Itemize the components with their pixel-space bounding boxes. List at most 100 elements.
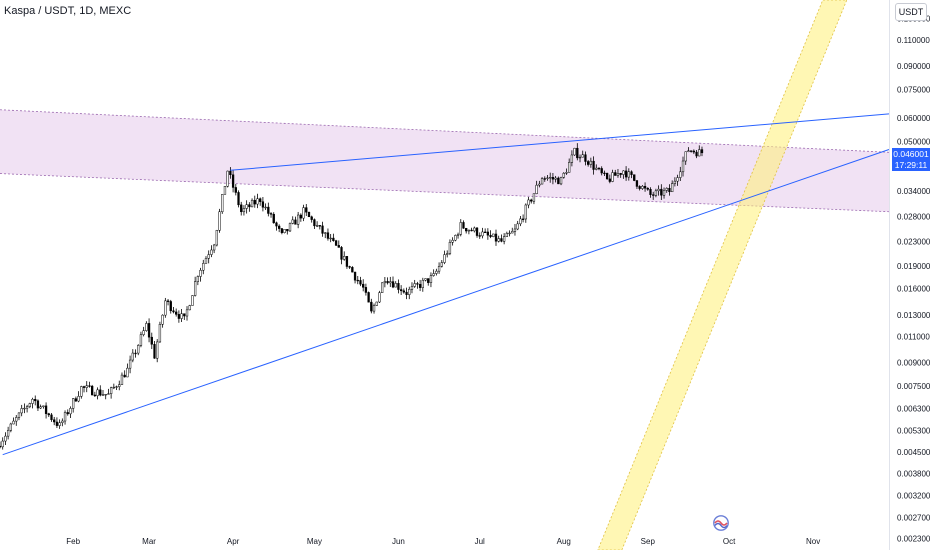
candle-body — [158, 324, 162, 343]
candle — [538, 180, 541, 188]
candle-body — [12, 420, 15, 425]
candle-body — [649, 189, 652, 195]
candle-body — [399, 289, 403, 292]
candle-body — [443, 254, 446, 263]
price-tick-label: 0.060000 — [897, 114, 931, 123]
candle — [362, 279, 365, 292]
candle-body — [172, 310, 175, 313]
candle — [654, 188, 658, 198]
candle — [568, 158, 571, 173]
candle-body — [318, 225, 321, 227]
candle — [484, 228, 487, 233]
candle — [391, 276, 395, 289]
candle-body — [25, 406, 29, 409]
candle — [570, 150, 574, 167]
candle-body — [242, 208, 246, 213]
candle — [169, 299, 172, 314]
candle — [619, 172, 622, 178]
currency-button[interactable]: USDT — [895, 3, 927, 21]
candle — [223, 185, 227, 195]
candle-body — [668, 187, 671, 193]
candle — [226, 170, 229, 188]
candle — [240, 201, 243, 216]
candle — [264, 203, 267, 211]
candle-body — [345, 256, 349, 267]
candle-body — [215, 230, 218, 246]
price-tick-label: 0.003200 — [897, 492, 931, 501]
candle-body — [39, 406, 42, 409]
candle-body — [630, 171, 633, 175]
candle-body — [221, 194, 224, 213]
candle-body — [538, 183, 541, 186]
candle-body — [576, 147, 579, 159]
candle — [326, 228, 330, 241]
candle-body — [551, 177, 555, 180]
candle-body — [0, 445, 2, 448]
candle-body — [600, 168, 603, 174]
candle — [573, 147, 576, 156]
diagonal-band — [597, 0, 848, 551]
candle — [210, 245, 213, 258]
candle-body — [619, 173, 622, 175]
candle — [234, 184, 237, 196]
candle-body — [131, 352, 134, 361]
candle-body — [240, 204, 243, 213]
candle-body — [408, 289, 411, 295]
candle-body — [231, 174, 235, 188]
candle-body — [72, 398, 75, 409]
candle — [638, 185, 641, 191]
candle-body — [164, 300, 167, 316]
candle-body — [473, 227, 476, 232]
candle-body — [280, 228, 284, 233]
candle — [299, 213, 303, 222]
candle-body — [364, 287, 368, 293]
candle — [272, 212, 275, 224]
candle — [389, 276, 392, 287]
candle-body — [429, 275, 433, 283]
candle — [74, 396, 78, 402]
candle-body — [69, 408, 72, 415]
channel-fill — [0, 109, 889, 212]
candle — [440, 259, 443, 268]
candle — [605, 172, 609, 180]
candle — [142, 326, 145, 337]
candle-body — [137, 345, 140, 354]
candle — [611, 169, 614, 183]
candle-body — [532, 193, 536, 202]
candle-body — [608, 178, 611, 182]
candle-body — [635, 180, 639, 187]
candle — [643, 182, 647, 192]
candle — [85, 381, 88, 393]
candle-body — [646, 187, 649, 190]
candle-body — [437, 266, 441, 272]
candle-body — [524, 204, 527, 220]
candle — [253, 195, 256, 208]
candle-body — [676, 177, 679, 182]
candle-body — [175, 311, 178, 315]
candle-body — [20, 408, 23, 414]
chart-title[interactable]: Kaspa / USDT, 1D, MEXC — [4, 5, 132, 17]
candle-body — [44, 405, 48, 414]
candle — [158, 321, 162, 343]
candle — [193, 276, 197, 297]
resistance-trendline — [230, 113, 890, 171]
candle-body — [416, 283, 419, 285]
candle — [687, 147, 690, 153]
candle — [185, 306, 189, 321]
candle-body — [296, 214, 300, 225]
candle — [565, 168, 568, 175]
candle-body — [418, 284, 422, 288]
candle-body — [120, 374, 124, 385]
candle-body — [188, 305, 191, 311]
time-axis[interactable]: Feb Mar Apr May Jun Jul Aug Sep Oct Nov — [66, 537, 820, 546]
candle — [191, 295, 194, 306]
candle — [188, 304, 191, 311]
candle — [608, 174, 611, 184]
candle-body — [589, 160, 593, 165]
candle-body — [9, 423, 12, 431]
price-axis[interactable]: 0.1300000.1100000.0900000.0750000.060000… — [897, 14, 931, 543]
candle — [511, 227, 514, 234]
candle — [12, 417, 15, 425]
